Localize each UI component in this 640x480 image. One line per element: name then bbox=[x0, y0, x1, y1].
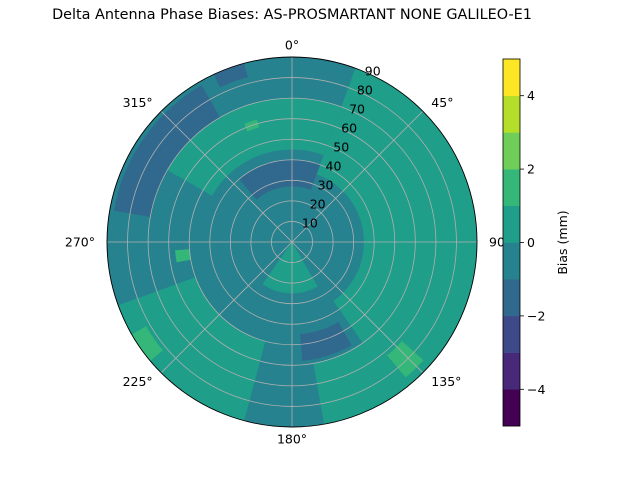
polar-frame bbox=[106, 56, 478, 428]
azimuth-tick-label: 225° bbox=[123, 374, 153, 389]
colorbar-label: Bias (mm) bbox=[555, 210, 570, 274]
radial-tick-label: 20 bbox=[310, 197, 326, 212]
colorbar: −4 −2 0 2 4 Bias (mm) bbox=[502, 58, 570, 427]
radial-tick-label: 10 bbox=[302, 216, 318, 231]
azimuth-gridline bbox=[291, 241, 424, 374]
azimuth-gridline bbox=[291, 110, 424, 243]
radial-tick-label: 80 bbox=[357, 83, 373, 98]
colorbar-tick-label: −2 bbox=[527, 308, 545, 323]
radial-tick-label: 60 bbox=[341, 121, 357, 136]
colorbar-segment bbox=[503, 95, 520, 133]
azimuth-gridline bbox=[160, 110, 293, 243]
colorbar-segment bbox=[503, 242, 520, 280]
azimuth-tick-label: 135° bbox=[431, 374, 461, 389]
radial-tick-label: 90 bbox=[365, 64, 381, 79]
contour-region-3 bbox=[262, 242, 318, 294]
colorbar-tick-label: 2 bbox=[527, 162, 535, 177]
colorbar-tick-label: 0 bbox=[527, 235, 535, 250]
azimuth-tick-label: 315° bbox=[123, 95, 153, 110]
contour-region-6 bbox=[387, 341, 424, 378]
contour-region-8 bbox=[175, 249, 191, 263]
chart-title: Delta Antenna Phase Biases: AS-PROSMARTA… bbox=[52, 7, 532, 23]
colorbar-segment bbox=[503, 59, 520, 96]
contour-region-13 bbox=[300, 322, 352, 361]
colorbar-segment bbox=[503, 169, 520, 207]
polar-tick-labels: 0°45°90°135°180°225°270°315°102030405060… bbox=[65, 38, 511, 447]
colorbar-segment bbox=[503, 279, 520, 317]
colorbar-segment bbox=[503, 389, 520, 427]
colorbar-tick-label: 4 bbox=[527, 88, 535, 103]
colorbar-segment bbox=[503, 132, 520, 170]
azimuth-tick-label: 0° bbox=[285, 38, 299, 53]
azimuth-gridline bbox=[160, 241, 293, 374]
azimuth-tick-label: 180° bbox=[277, 432, 307, 447]
contour-region-11 bbox=[213, 63, 248, 88]
colorbar-segment bbox=[503, 352, 520, 390]
radial-tick-label: 40 bbox=[326, 159, 342, 174]
radial-tick-label: 50 bbox=[333, 140, 349, 155]
contour-region-4 bbox=[118, 277, 266, 421]
contour-region-7 bbox=[128, 326, 163, 364]
colorbar-segment bbox=[503, 315, 520, 353]
polar-grid bbox=[107, 57, 477, 427]
colorbar-tick-label: −4 bbox=[527, 382, 545, 397]
azimuth-tick-label: 45° bbox=[431, 95, 453, 110]
azimuth-tick-label: 270° bbox=[65, 235, 95, 250]
radial-tick-label: 30 bbox=[318, 178, 334, 193]
contour-region-10 bbox=[113, 85, 221, 217]
contour-region-2 bbox=[167, 98, 342, 196]
radial-tick-label: 70 bbox=[349, 102, 365, 117]
colorbar-segment bbox=[503, 205, 520, 243]
